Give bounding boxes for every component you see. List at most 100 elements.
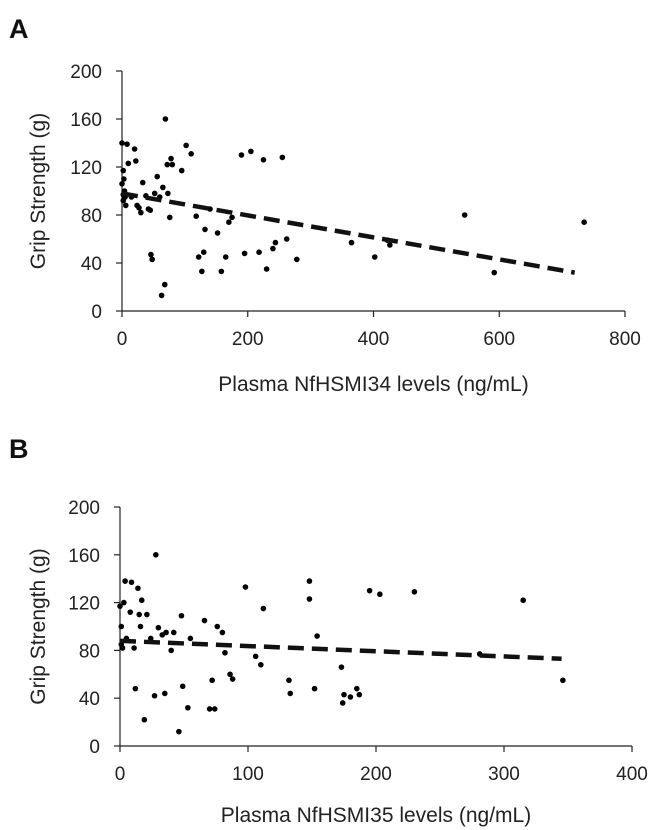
y-tick-label: 200 <box>68 498 100 519</box>
x-tick-label: 800 <box>609 329 641 350</box>
data-point <box>122 202 129 209</box>
data-point <box>314 633 320 639</box>
y-tick-label: 80 <box>79 641 100 662</box>
data-point <box>179 683 186 690</box>
data-point <box>162 690 168 697</box>
data-point <box>286 677 292 684</box>
data-point <box>260 605 267 612</box>
data-point <box>120 197 127 204</box>
data-point <box>258 661 264 668</box>
data-point <box>293 256 300 263</box>
x-tick-label: 0 <box>117 329 128 350</box>
y-tick-label: 120 <box>70 158 102 179</box>
y-tick-label: 160 <box>68 546 100 567</box>
data-point <box>168 647 174 654</box>
data-point <box>137 623 144 630</box>
data-point <box>151 693 158 699</box>
x-tick-label: 400 <box>616 764 648 785</box>
data-point <box>125 160 132 167</box>
data-point <box>260 157 267 163</box>
data-point <box>138 597 145 604</box>
data-point <box>279 154 286 161</box>
data-point <box>160 184 166 191</box>
data-point <box>144 611 150 618</box>
data-point <box>154 173 161 180</box>
data-point <box>238 152 245 158</box>
data-point <box>387 242 393 248</box>
y-axis-title: Grip Strength (g) <box>27 548 50 704</box>
data-point <box>226 219 232 225</box>
data-point <box>162 116 169 122</box>
data-point <box>128 579 135 586</box>
data-point <box>138 209 144 216</box>
panel-letter-a: A <box>9 14 29 44</box>
y-tick-label: 160 <box>70 110 102 131</box>
data-point <box>356 691 363 698</box>
trend-line <box>121 191 576 275</box>
y-tick-label: 120 <box>68 594 100 615</box>
y-tick-label: 0 <box>89 737 100 758</box>
y-axis-title: Grip Strength (g) <box>27 113 50 269</box>
data-point <box>117 603 123 609</box>
data-point <box>158 292 165 299</box>
x-tick-label: 300 <box>488 764 520 785</box>
data-point <box>131 645 137 651</box>
x-tick-label: 100 <box>232 764 264 785</box>
data-point <box>200 249 207 255</box>
data-point <box>263 266 270 272</box>
data-point <box>187 635 194 642</box>
data-point <box>339 700 346 706</box>
y-tick-label: 200 <box>70 62 102 83</box>
data-point <box>219 629 226 636</box>
data-point <box>169 161 176 168</box>
data-point <box>242 584 249 590</box>
data-point <box>201 617 208 624</box>
data-point <box>461 212 468 218</box>
data-point <box>270 245 276 252</box>
data-point <box>141 716 148 723</box>
data-point <box>168 155 174 162</box>
data-point <box>155 624 162 631</box>
data-point <box>218 268 225 275</box>
data-point <box>199 268 205 275</box>
scatter-panel-a: 0 40 80 120 160 200 0 200 400 600 800 Plasma NfHSMI… <box>27 62 641 396</box>
data-point <box>377 591 383 598</box>
data-point <box>119 645 126 651</box>
y-tick-label: 0 <box>91 302 102 323</box>
data-point <box>124 141 130 147</box>
trend-line <box>119 638 562 662</box>
data-point <box>119 140 125 146</box>
data-point <box>214 623 221 630</box>
data-point <box>151 190 158 197</box>
data-point <box>133 158 139 164</box>
data-point <box>148 251 154 258</box>
data-point <box>222 649 228 656</box>
data-point <box>354 685 360 692</box>
data-point <box>348 239 355 246</box>
data-point <box>121 176 127 182</box>
data-point <box>241 250 248 257</box>
data-point <box>178 167 185 174</box>
data-point <box>248 148 254 155</box>
x-tick-label: 200 <box>360 764 392 785</box>
data-point <box>256 249 262 255</box>
data-point <box>560 677 566 684</box>
data-point <box>229 214 235 221</box>
data-point <box>118 623 125 630</box>
data-point <box>164 161 171 168</box>
x-tick-label: 200 <box>232 329 264 350</box>
data-point <box>227 671 233 678</box>
panel-letter-b: B <box>9 434 29 464</box>
y-tick-label: 40 <box>81 254 102 275</box>
data-point <box>149 256 155 263</box>
data-point <box>287 690 294 697</box>
data-point <box>347 694 354 700</box>
data-point <box>121 599 127 606</box>
data-point <box>491 269 498 276</box>
data-point <box>206 706 213 712</box>
data-point <box>306 596 313 602</box>
data-point <box>161 281 168 288</box>
data-point <box>338 664 345 670</box>
data-point <box>147 207 154 213</box>
data-point <box>272 239 279 246</box>
